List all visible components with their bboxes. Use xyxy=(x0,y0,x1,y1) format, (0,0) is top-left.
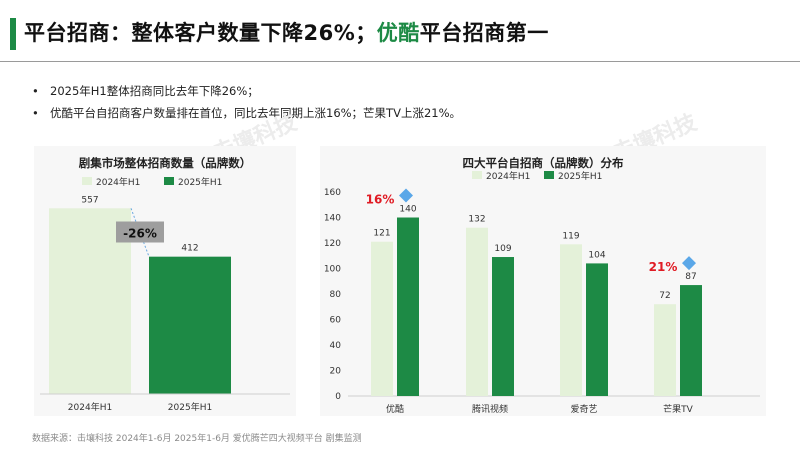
bullet-text: 2025年H1整体招商同比去年下降26%； xyxy=(50,84,259,98)
y-tick-label: 20 xyxy=(330,367,342,377)
bar-value-label: 132 xyxy=(468,215,485,225)
chart-title: 剧集市场整体招商数量（品牌数） xyxy=(79,156,252,170)
bullet-item: • 2025年H1整体招商同比去年下降26%； xyxy=(32,80,461,102)
x-tick-label: 芒果TV xyxy=(663,403,693,415)
legend-swatch xyxy=(82,177,92,185)
chart-title: 四大平台自招商（品牌数）分布 xyxy=(463,156,624,170)
growth-label: 21% xyxy=(649,260,678,274)
y-tick-label: 100 xyxy=(324,265,341,275)
x-tick-label: 爱奇艺 xyxy=(570,403,597,415)
growth-marker-icon xyxy=(399,188,413,203)
title-main: 平台招商：整体客户数量下降26%； xyxy=(24,21,377,45)
y-tick-label: 0 xyxy=(335,392,341,402)
page-title: 平台招商：整体客户数量下降26%；优酷平台招商第一 xyxy=(24,17,549,47)
bullet-dot: • xyxy=(32,84,39,98)
x-tick-label: 腾讯视频 xyxy=(472,403,508,415)
bar xyxy=(397,217,419,396)
bar-value-label: 119 xyxy=(562,231,579,241)
y-tick-label: 140 xyxy=(324,214,341,224)
bullet-text: 优酷平台自招商客户数量排在首位，同比去年同期上涨16%；芒果TV上涨21%。 xyxy=(50,106,462,120)
y-tick-label: 160 xyxy=(324,188,341,198)
bar-value-label: 109 xyxy=(494,244,511,254)
legend-swatch xyxy=(472,171,482,179)
bar-value-label: 72 xyxy=(659,291,670,301)
bar xyxy=(492,257,514,396)
legend-swatch xyxy=(164,177,174,185)
bar-value-label: 412 xyxy=(181,244,198,254)
x-tick-label: 2024年H1 xyxy=(68,401,112,413)
bar xyxy=(371,241,393,396)
x-tick-label: 优酷 xyxy=(386,403,404,415)
bar xyxy=(654,304,676,396)
legend-label: 2024年H1 xyxy=(96,176,140,188)
legend-label: 2025年H1 xyxy=(178,176,222,188)
bar xyxy=(586,263,608,396)
bar xyxy=(466,227,488,396)
bar-value-label: 140 xyxy=(399,205,416,215)
change-badge-label: -26% xyxy=(123,227,157,241)
growth-label: 16% xyxy=(366,193,395,207)
title-highlight: 优酷 xyxy=(376,21,420,45)
y-tick-label: 80 xyxy=(330,290,342,300)
bar xyxy=(149,256,231,394)
legend-label: 2025年H1 xyxy=(558,170,602,182)
bullet-dot: • xyxy=(32,106,39,120)
y-tick-label: 60 xyxy=(330,316,342,326)
change-badge xyxy=(116,221,164,243)
title-accent-bar xyxy=(10,18,16,50)
bar-value-label: 557 xyxy=(81,195,98,205)
bar xyxy=(680,285,702,396)
bar-value-label: 121 xyxy=(373,229,390,239)
growth-marker-icon xyxy=(682,256,696,271)
legend-swatch xyxy=(544,171,554,179)
total-chart-panel: 剧集市场整体招商数量（品牌数） 2024年H1 2025年H1 557 2024年H1 4… xyxy=(34,146,296,416)
bar-value-label: 87 xyxy=(685,272,696,282)
title-divider xyxy=(0,61,800,62)
legend-label: 2024年H1 xyxy=(486,170,530,182)
title-rest: 平台招商第一 xyxy=(419,21,549,45)
source-footnote: 数据来源：击壤科技 2024年1-6月 2025年1-6月 爱优腾芒四大视频平台… xyxy=(32,434,362,444)
bullet-list: • 2025年H1整体招商同比去年下降26%； • 优酷平台自招商客户数量排在首位，… xyxy=(32,80,461,124)
y-tick-label: 40 xyxy=(330,341,342,351)
bar-value-label: 104 xyxy=(588,250,605,260)
total-chart-svg: 剧集市场整体招商数量（品牌数） 2024年H1 2025年H1 557 2024年H1 4… xyxy=(40,156,290,413)
bullet-item: • 优酷平台自招商客户数量排在首位，同比去年同期上涨16%；芒果TV上涨21%。 xyxy=(32,102,461,124)
platform-chart-panel: 四大平台自招商（品牌数）分布 2024年H1 2025年H1 0 20 40 60 80 100… xyxy=(320,146,766,416)
x-tick-label: 2025年H1 xyxy=(168,401,212,413)
bar xyxy=(560,244,582,396)
y-tick-label: 120 xyxy=(324,239,341,249)
